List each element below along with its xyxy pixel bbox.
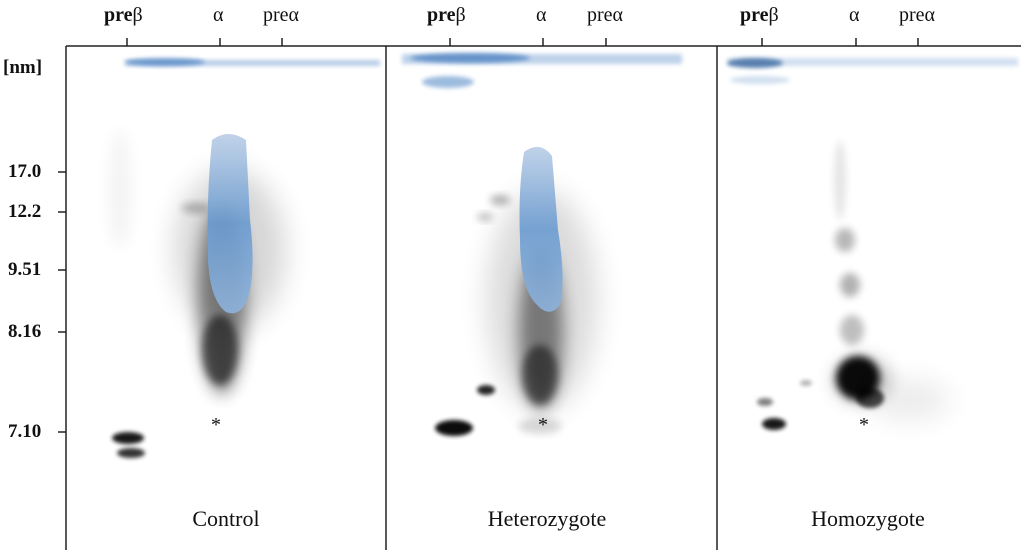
label-prebeta-heterozygote: preβ xyxy=(427,4,466,26)
blue-stain-control xyxy=(207,134,253,314)
label-alpha-heterozygote: α xyxy=(536,4,547,26)
unit-label: [nm] xyxy=(3,57,43,78)
size-marker-12-2: 12.2 xyxy=(8,201,42,222)
label-prealpha-heterozygote: preα xyxy=(587,4,624,26)
blot-homozygote xyxy=(727,58,1018,430)
asterisk-homozygote: * xyxy=(859,414,869,436)
label-prealpha-control: preα xyxy=(263,4,300,26)
size-marker-7-10: 7.10 xyxy=(8,421,42,442)
label-prebeta-control: preβ xyxy=(104,4,143,26)
size-marker-8-16: 8.16 xyxy=(8,321,42,342)
blue-stain-heterozygote xyxy=(519,146,563,312)
size-marker-17-0: 17.0 xyxy=(8,161,42,182)
caption-heterozygote: Heterozygote xyxy=(487,506,607,531)
asterisk-control: * xyxy=(211,414,221,436)
size-marker-9-51: 9.51 xyxy=(8,259,42,280)
size-marker-ticks xyxy=(58,171,66,433)
label-prealpha-homozygote: preα xyxy=(899,4,936,26)
blot-heterozygote xyxy=(402,53,682,436)
top-ticks xyxy=(126,38,919,46)
caption-homozygote: Homozygote xyxy=(811,506,925,531)
asterisk-heterozygote: * xyxy=(538,414,548,436)
label-alpha-homozygote: α xyxy=(849,4,860,26)
label-prebeta-homozygote: preβ xyxy=(740,4,779,26)
label-alpha-control: α xyxy=(213,4,224,26)
caption-control: Control xyxy=(192,506,260,531)
blot-control xyxy=(110,58,380,458)
